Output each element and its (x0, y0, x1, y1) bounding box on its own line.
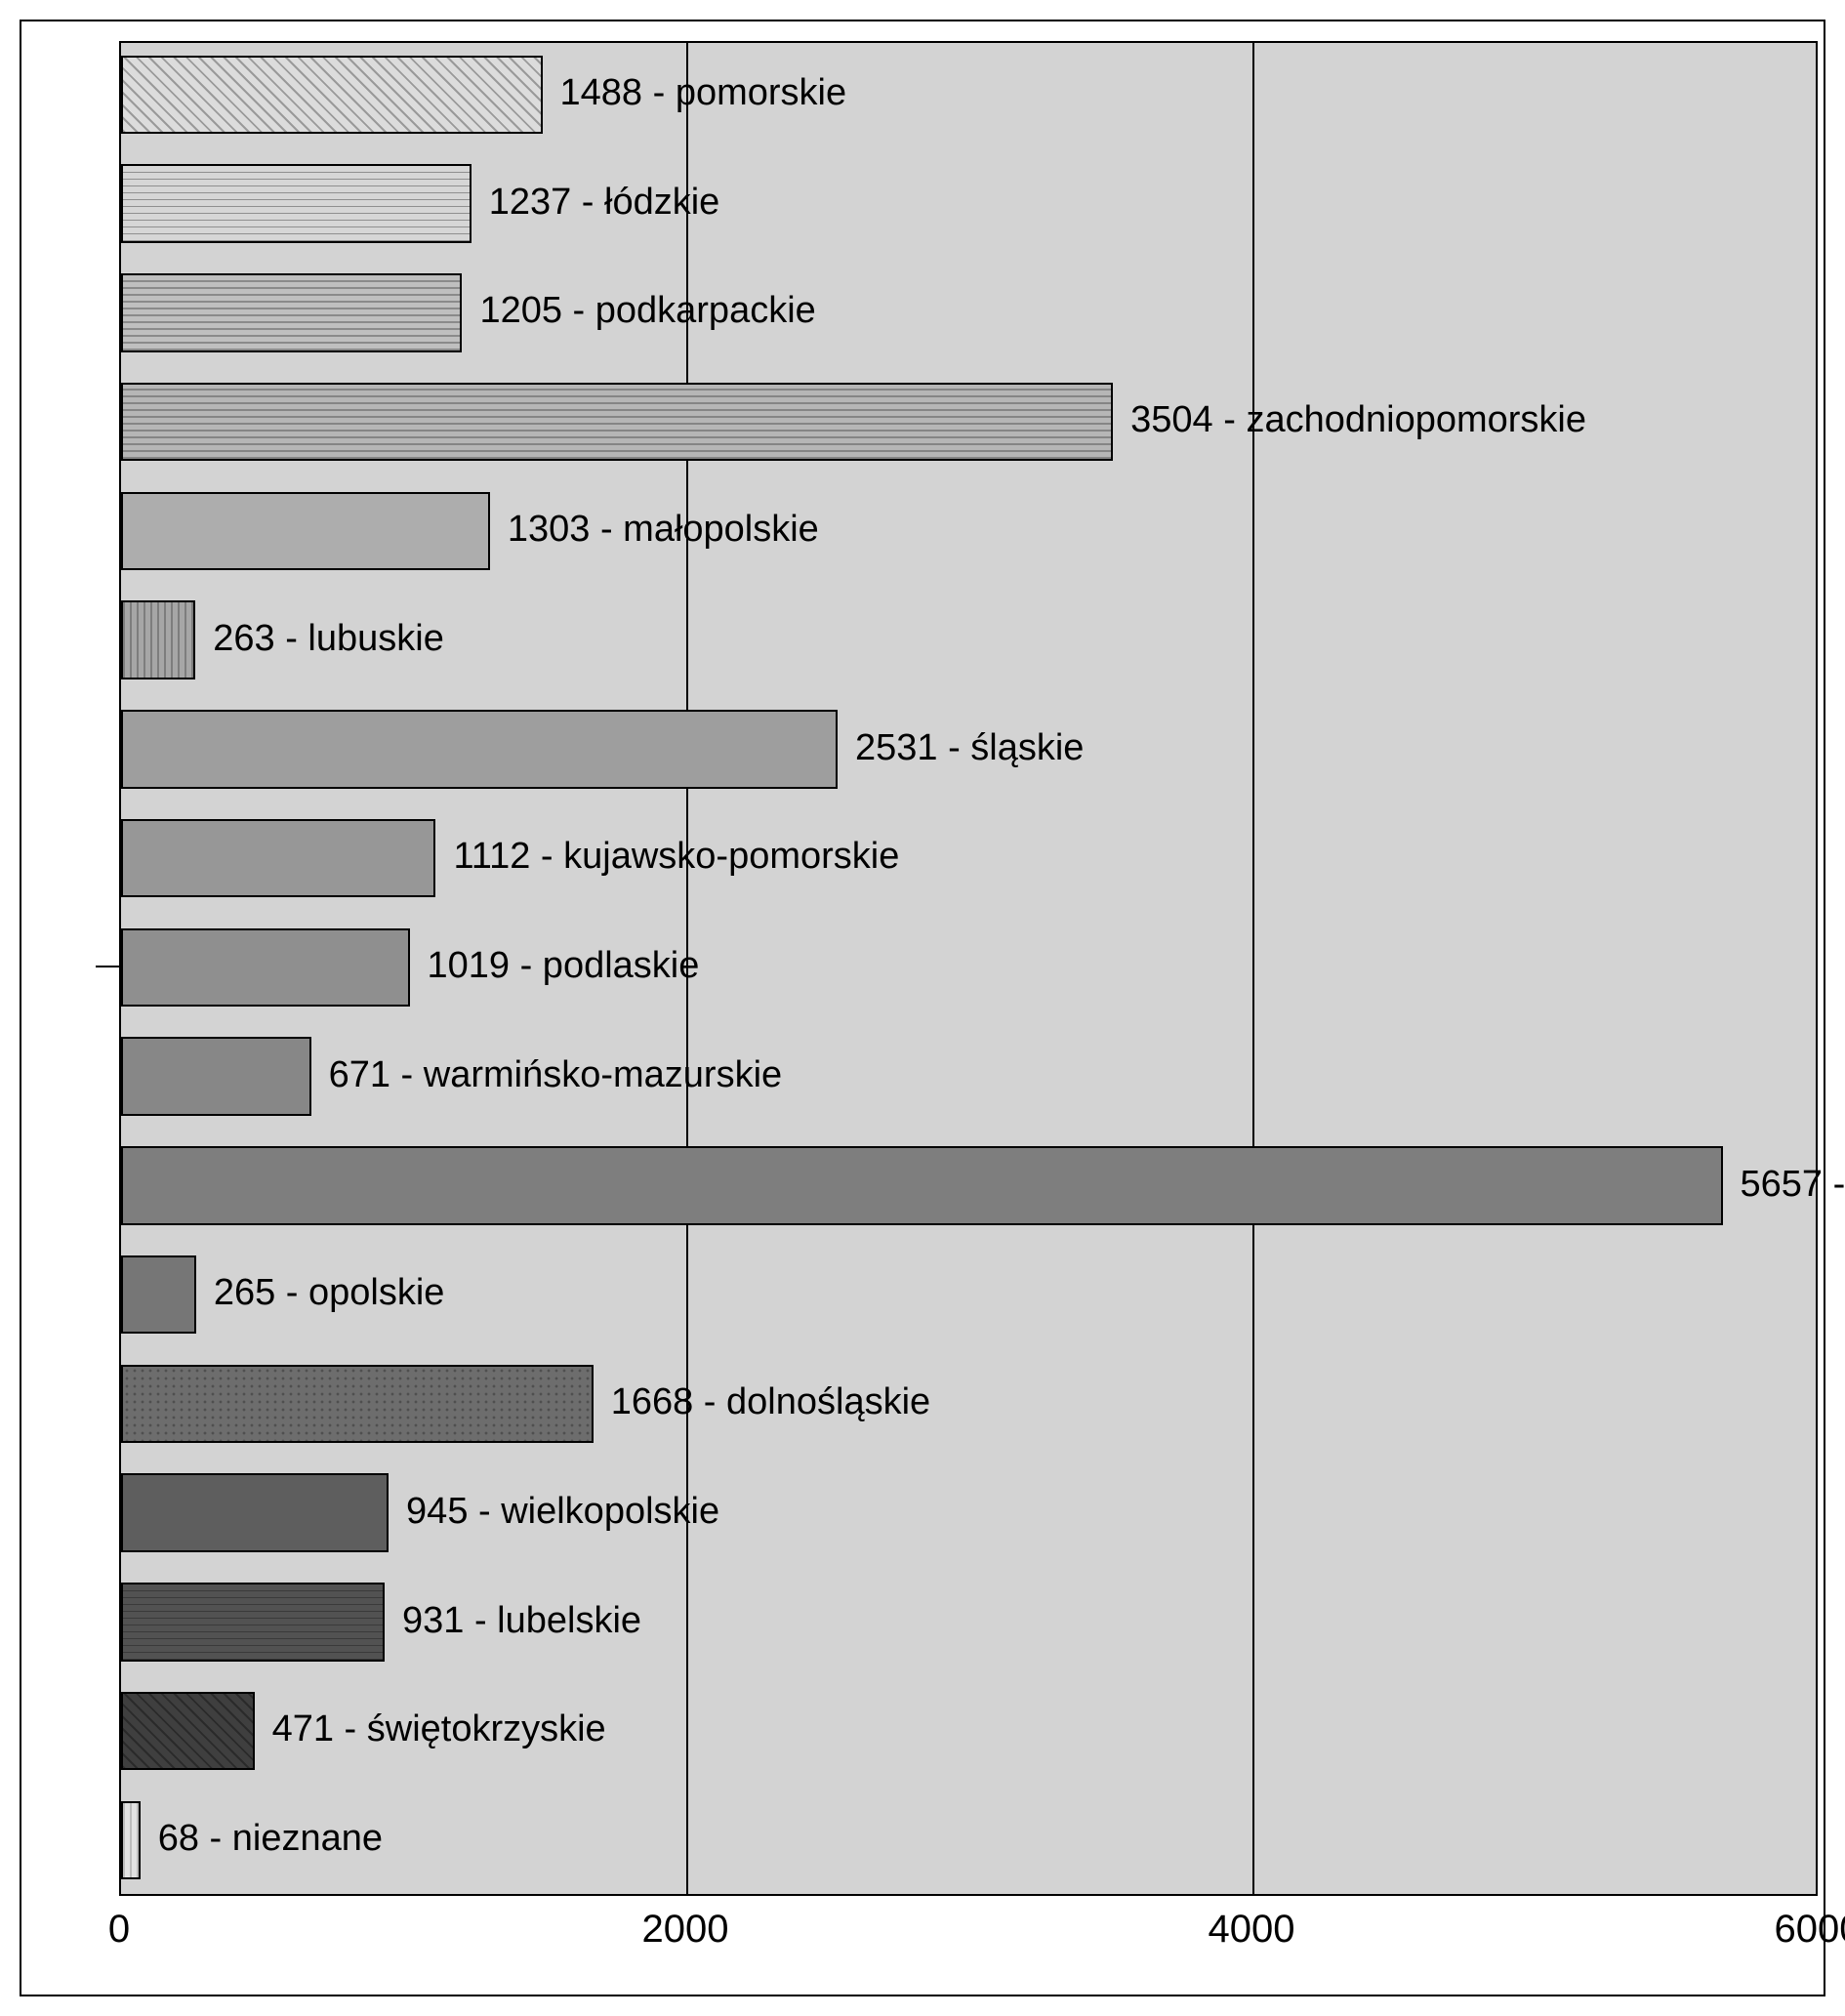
bar-label: 671 - warmińsko-mazurskie (329, 1054, 783, 1096)
y-tick-mark (96, 966, 119, 967)
bar-label: 265 - opolskie (214, 1272, 445, 1314)
bar (121, 1146, 1723, 1224)
gridline (1252, 43, 1254, 1894)
bar (121, 1801, 141, 1879)
bar (121, 1037, 311, 1115)
bar (121, 1692, 255, 1770)
bar (121, 1583, 385, 1661)
bar-label: 945 - wielkopolskie (406, 1491, 719, 1533)
bar (121, 928, 410, 1007)
bar (121, 492, 490, 570)
x-tick-label: 4000 (1209, 1908, 1295, 1952)
bar-label: 1668 - dolnośląskie (611, 1381, 930, 1423)
bar-label: 2531 - śląskie (855, 727, 1084, 769)
bar-label: 1112 - kujawsko-pomorskie (453, 836, 899, 878)
bar (121, 1473, 389, 1551)
bar-label: 5657 - mazowieckie (1741, 1164, 1845, 1206)
chart-frame: 1488 - pomorskie 1237 - łódzkie 1205 - pod… (20, 20, 1825, 1996)
x-tick-label: 6000 (1775, 1908, 1845, 1952)
bar-label: 68 - nieznane (158, 1818, 383, 1860)
bar (121, 819, 435, 897)
bar (121, 710, 838, 788)
bar (121, 273, 462, 351)
bar-label: 1303 - małopolskie (508, 509, 819, 551)
bar-label: 471 - świętokrzyskie (272, 1708, 606, 1750)
bar-label: 3504 - zachodniopomorskie (1130, 399, 1586, 441)
bar-label: 263 - lubuskie (213, 618, 444, 660)
bar (121, 383, 1113, 461)
bar-label: 1237 - łódzkie (489, 182, 720, 224)
bar (121, 1255, 196, 1334)
bar-label: 1019 - podlaskie (428, 945, 700, 987)
bar (121, 1365, 594, 1443)
bar (121, 56, 543, 134)
plot-area: 1488 - pomorskie 1237 - łódzkie 1205 - pod… (119, 41, 1818, 1896)
bar-label: 931 - lubelskie (402, 1600, 641, 1642)
bar-label: 1488 - pomorskie (560, 72, 847, 114)
bar (121, 164, 472, 242)
x-tick-label: 2000 (642, 1908, 729, 1952)
x-tick-label: 0 (108, 1908, 130, 1952)
bar-label: 1205 - podkarpackie (479, 290, 815, 332)
bar (121, 600, 195, 679)
